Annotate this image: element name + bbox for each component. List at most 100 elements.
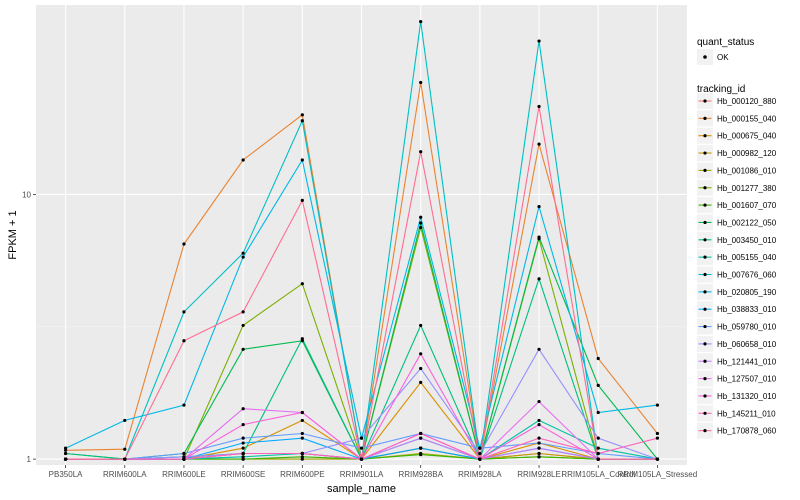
data-point xyxy=(123,447,127,451)
data-point xyxy=(537,451,541,456)
color-legend-label: Hb_000155_040 xyxy=(717,114,777,123)
data-point xyxy=(241,158,245,162)
data-point xyxy=(241,255,245,259)
color-legend-label: Hb_002122_050 xyxy=(717,218,777,227)
legend-point-marker xyxy=(703,394,707,398)
data-point xyxy=(241,441,245,445)
data-point xyxy=(537,441,541,445)
data-point xyxy=(537,142,541,146)
y-tick-label: 1 xyxy=(27,455,32,464)
data-point xyxy=(419,452,423,457)
data-point xyxy=(123,457,127,461)
data-point xyxy=(596,457,600,461)
data-point xyxy=(182,455,186,459)
data-point xyxy=(537,436,541,440)
data-point xyxy=(241,423,245,427)
x-tick-label: RRIM105LA_Stressed xyxy=(618,470,698,479)
color-legend-label: Hb_131320_010 xyxy=(717,392,777,401)
legend-point-marker xyxy=(703,377,707,381)
x-tick-label: RRIM600PE xyxy=(280,470,324,479)
data-point xyxy=(300,119,304,123)
data-point xyxy=(596,451,600,456)
legend-point-marker xyxy=(703,203,707,207)
data-point xyxy=(655,436,660,440)
data-point xyxy=(596,410,600,415)
data-point xyxy=(300,455,304,459)
data-point xyxy=(241,407,245,411)
data-point xyxy=(478,451,482,456)
shape-legend-items: OK xyxy=(697,49,729,65)
shape-legend-label: OK xyxy=(717,53,729,62)
data-point xyxy=(537,104,541,109)
data-point xyxy=(478,446,482,450)
data-point xyxy=(419,215,423,219)
data-point xyxy=(182,310,186,314)
color-legend-label: Hb_038833_010 xyxy=(717,305,777,314)
data-point xyxy=(241,455,245,459)
data-point xyxy=(419,323,423,328)
data-point xyxy=(537,399,541,404)
legend-point-marker xyxy=(703,272,707,277)
data-point xyxy=(419,436,423,440)
x-tick-label: RRIM105LA_Control xyxy=(561,470,635,479)
x-tick-label: RRIM901LA xyxy=(340,470,384,479)
data-point xyxy=(537,423,541,427)
data-point xyxy=(537,235,541,239)
data-point xyxy=(537,277,541,281)
legend-point-marker xyxy=(703,134,707,138)
data-point xyxy=(300,431,304,436)
data-point xyxy=(241,251,245,255)
color-legend-label: Hb_060658_010 xyxy=(717,340,777,349)
data-point xyxy=(182,242,186,246)
shape-legend-title: quant_status xyxy=(697,37,754,48)
legend-point-marker xyxy=(703,359,707,363)
data-point xyxy=(537,347,541,351)
color-legend-label: Hb_000982_120 xyxy=(717,149,777,158)
legend-point-marker xyxy=(703,238,707,242)
legend-point-marker xyxy=(703,168,707,172)
data-point xyxy=(300,410,304,415)
data-point xyxy=(300,198,304,202)
color-legend-label: Hb_001607_070 xyxy=(717,201,777,210)
legend-point-marker xyxy=(703,411,707,415)
legend-point-marker xyxy=(703,307,707,311)
legend-point-marker xyxy=(703,290,707,294)
data-point xyxy=(63,457,68,461)
legend-point-marker xyxy=(703,255,707,259)
data-point xyxy=(419,221,423,225)
data-point xyxy=(241,457,245,461)
color-legend-label: Hb_121441_010 xyxy=(717,357,777,366)
data-point xyxy=(300,158,304,162)
data-point xyxy=(300,418,304,423)
x-tick-label: RRIM928LA xyxy=(458,470,502,479)
data-point xyxy=(241,347,245,351)
legend-point-marker xyxy=(703,324,707,329)
data-point xyxy=(300,337,304,341)
x-tick-label: PB350LA xyxy=(49,470,83,479)
x-tick-label: RRIM928BA xyxy=(398,470,443,479)
x-tick-label: RRIM600SE xyxy=(221,470,265,479)
color-legend-title: tracking_id xyxy=(697,84,745,95)
data-point xyxy=(300,451,304,456)
color-legend-label: Hb_001086_010 xyxy=(717,166,777,175)
data-point xyxy=(182,451,186,456)
x-axis-title: sample_name xyxy=(327,483,396,495)
data-point xyxy=(478,457,482,461)
data-point xyxy=(419,150,423,154)
color-legend-items: Hb_000120_880 Hb_000155_040 Hb_000675_040 H… xyxy=(697,93,777,439)
data-point xyxy=(241,451,245,456)
data-point xyxy=(419,225,423,230)
data-point xyxy=(419,80,423,85)
legend: quant_status OK tracking_id Hb_000120_88… xyxy=(697,37,777,439)
data-point xyxy=(537,418,541,423)
data-point xyxy=(359,436,364,440)
color-legend-label: Hb_007676_060 xyxy=(717,271,777,280)
data-point xyxy=(182,403,186,407)
color-legend-label: Hb_127507_010 xyxy=(717,375,777,384)
data-point xyxy=(655,403,660,407)
color-legend-label: Hb_005155_040 xyxy=(717,253,777,262)
series-points xyxy=(63,20,660,461)
data-point xyxy=(63,451,68,456)
legend-point-marker xyxy=(703,99,707,103)
